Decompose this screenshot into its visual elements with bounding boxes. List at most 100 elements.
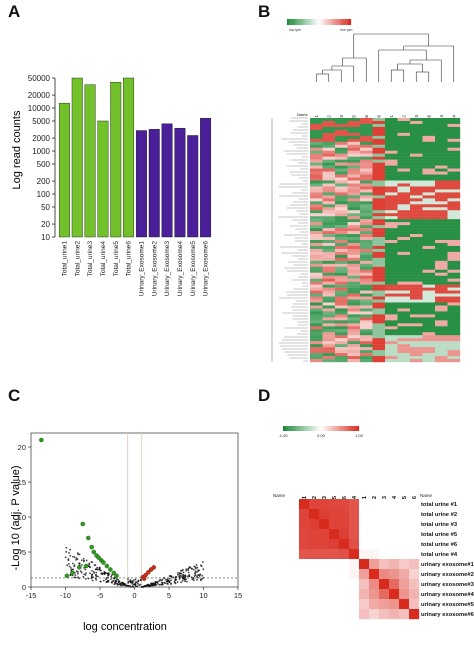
b-cell — [410, 245, 423, 250]
b-cell — [335, 251, 348, 256]
b-cell — [410, 308, 423, 312]
b-cell — [360, 344, 373, 348]
b-cell — [372, 240, 386, 244]
b-cell — [360, 210, 373, 214]
panel-label-b: B — [258, 2, 271, 21]
b-cell — [385, 198, 398, 202]
b-cell — [410, 180, 423, 184]
b-legend-swatch — [347, 19, 350, 25]
d-cell — [409, 609, 420, 620]
b-cell — [347, 359, 361, 363]
b-cell — [360, 335, 373, 339]
b-cell — [385, 320, 398, 324]
b-cell — [397, 168, 411, 172]
b-cell — [347, 311, 361, 315]
b-cell — [322, 180, 336, 184]
c-point-background — [194, 571, 197, 574]
b-cell — [360, 150, 373, 154]
b-cell — [322, 254, 336, 259]
b-cell — [347, 207, 361, 211]
b-cell — [310, 237, 323, 241]
b-cell — [372, 207, 386, 211]
b-cell — [360, 222, 373, 226]
b-cell — [360, 162, 373, 166]
b-cell — [435, 335, 448, 339]
b-cell — [372, 237, 386, 241]
d-legend-swatch — [311, 426, 314, 431]
b-cell — [397, 195, 411, 199]
b-cell — [385, 287, 398, 291]
b-cell — [397, 240, 411, 244]
b-cell — [372, 180, 386, 184]
d-legend-swatch — [302, 426, 304, 431]
b-cell — [385, 245, 398, 250]
b-cell — [322, 231, 336, 235]
a-bar-2 — [71, 77, 83, 238]
d-cell — [329, 519, 340, 530]
b-cell — [435, 177, 448, 181]
b-cell — [347, 183, 361, 187]
c-point-background — [176, 581, 179, 583]
b-cell — [372, 275, 386, 279]
b-cell — [372, 144, 386, 148]
b-cell — [422, 314, 436, 318]
c-point-significant-5 — [91, 549, 97, 555]
b-cell — [410, 231, 423, 235]
b-legend-swatch — [304, 19, 307, 25]
b-cell — [347, 213, 361, 217]
c-point-background — [69, 574, 72, 577]
c-point-background — [131, 581, 134, 584]
a-y-tick-label: 5000 — [32, 117, 50, 126]
b-cell — [335, 302, 348, 306]
a-y-tick-label: 200 — [37, 177, 51, 186]
b-cell — [397, 281, 411, 285]
b-cell — [385, 153, 398, 157]
b-cell — [422, 299, 436, 303]
b-cell — [410, 120, 423, 125]
c-point-background — [102, 579, 105, 582]
d-cell — [299, 609, 310, 620]
b-cell — [347, 278, 361, 282]
b-cell — [322, 332, 336, 336]
b-legend-swatch — [303, 19, 305, 25]
b-cell — [385, 290, 398, 294]
panel-label-c: C — [8, 386, 21, 405]
b-cell — [347, 335, 361, 339]
b-cell — [422, 359, 436, 363]
c-point-background — [159, 583, 162, 586]
b-cell — [410, 260, 423, 265]
c-point-background — [90, 561, 93, 563]
c-point-background — [161, 581, 164, 584]
c-point-background — [194, 570, 197, 573]
b-cell — [435, 251, 448, 256]
b-cell — [435, 287, 448, 291]
b-legend-swatch — [288, 19, 291, 25]
c-point-background — [134, 581, 137, 583]
b-cell — [347, 332, 361, 336]
b-cell — [422, 219, 436, 223]
b-cell — [310, 204, 323, 208]
b-cell — [322, 186, 336, 190]
c-x-tick-label: -15 — [26, 591, 37, 600]
b-cell — [372, 168, 386, 172]
b-cell — [422, 123, 436, 128]
d-cell — [379, 519, 390, 530]
b-cell — [422, 198, 436, 202]
b-cell — [397, 150, 411, 154]
b-cell — [422, 317, 436, 321]
b-cell — [310, 219, 323, 223]
c-point-background — [198, 575, 201, 577]
b-cell — [410, 183, 423, 187]
b-cell — [422, 272, 436, 276]
d-legend-swatch — [283, 426, 285, 431]
b-cell — [360, 183, 373, 187]
b-cell — [347, 293, 361, 297]
b-cell — [335, 126, 348, 131]
b-cell — [322, 329, 336, 333]
c-point-background — [202, 576, 205, 579]
d-cell — [389, 609, 400, 620]
b-cell — [372, 251, 386, 256]
d-cell — [369, 509, 380, 520]
b-cell — [422, 186, 436, 190]
d-cell — [359, 519, 370, 530]
